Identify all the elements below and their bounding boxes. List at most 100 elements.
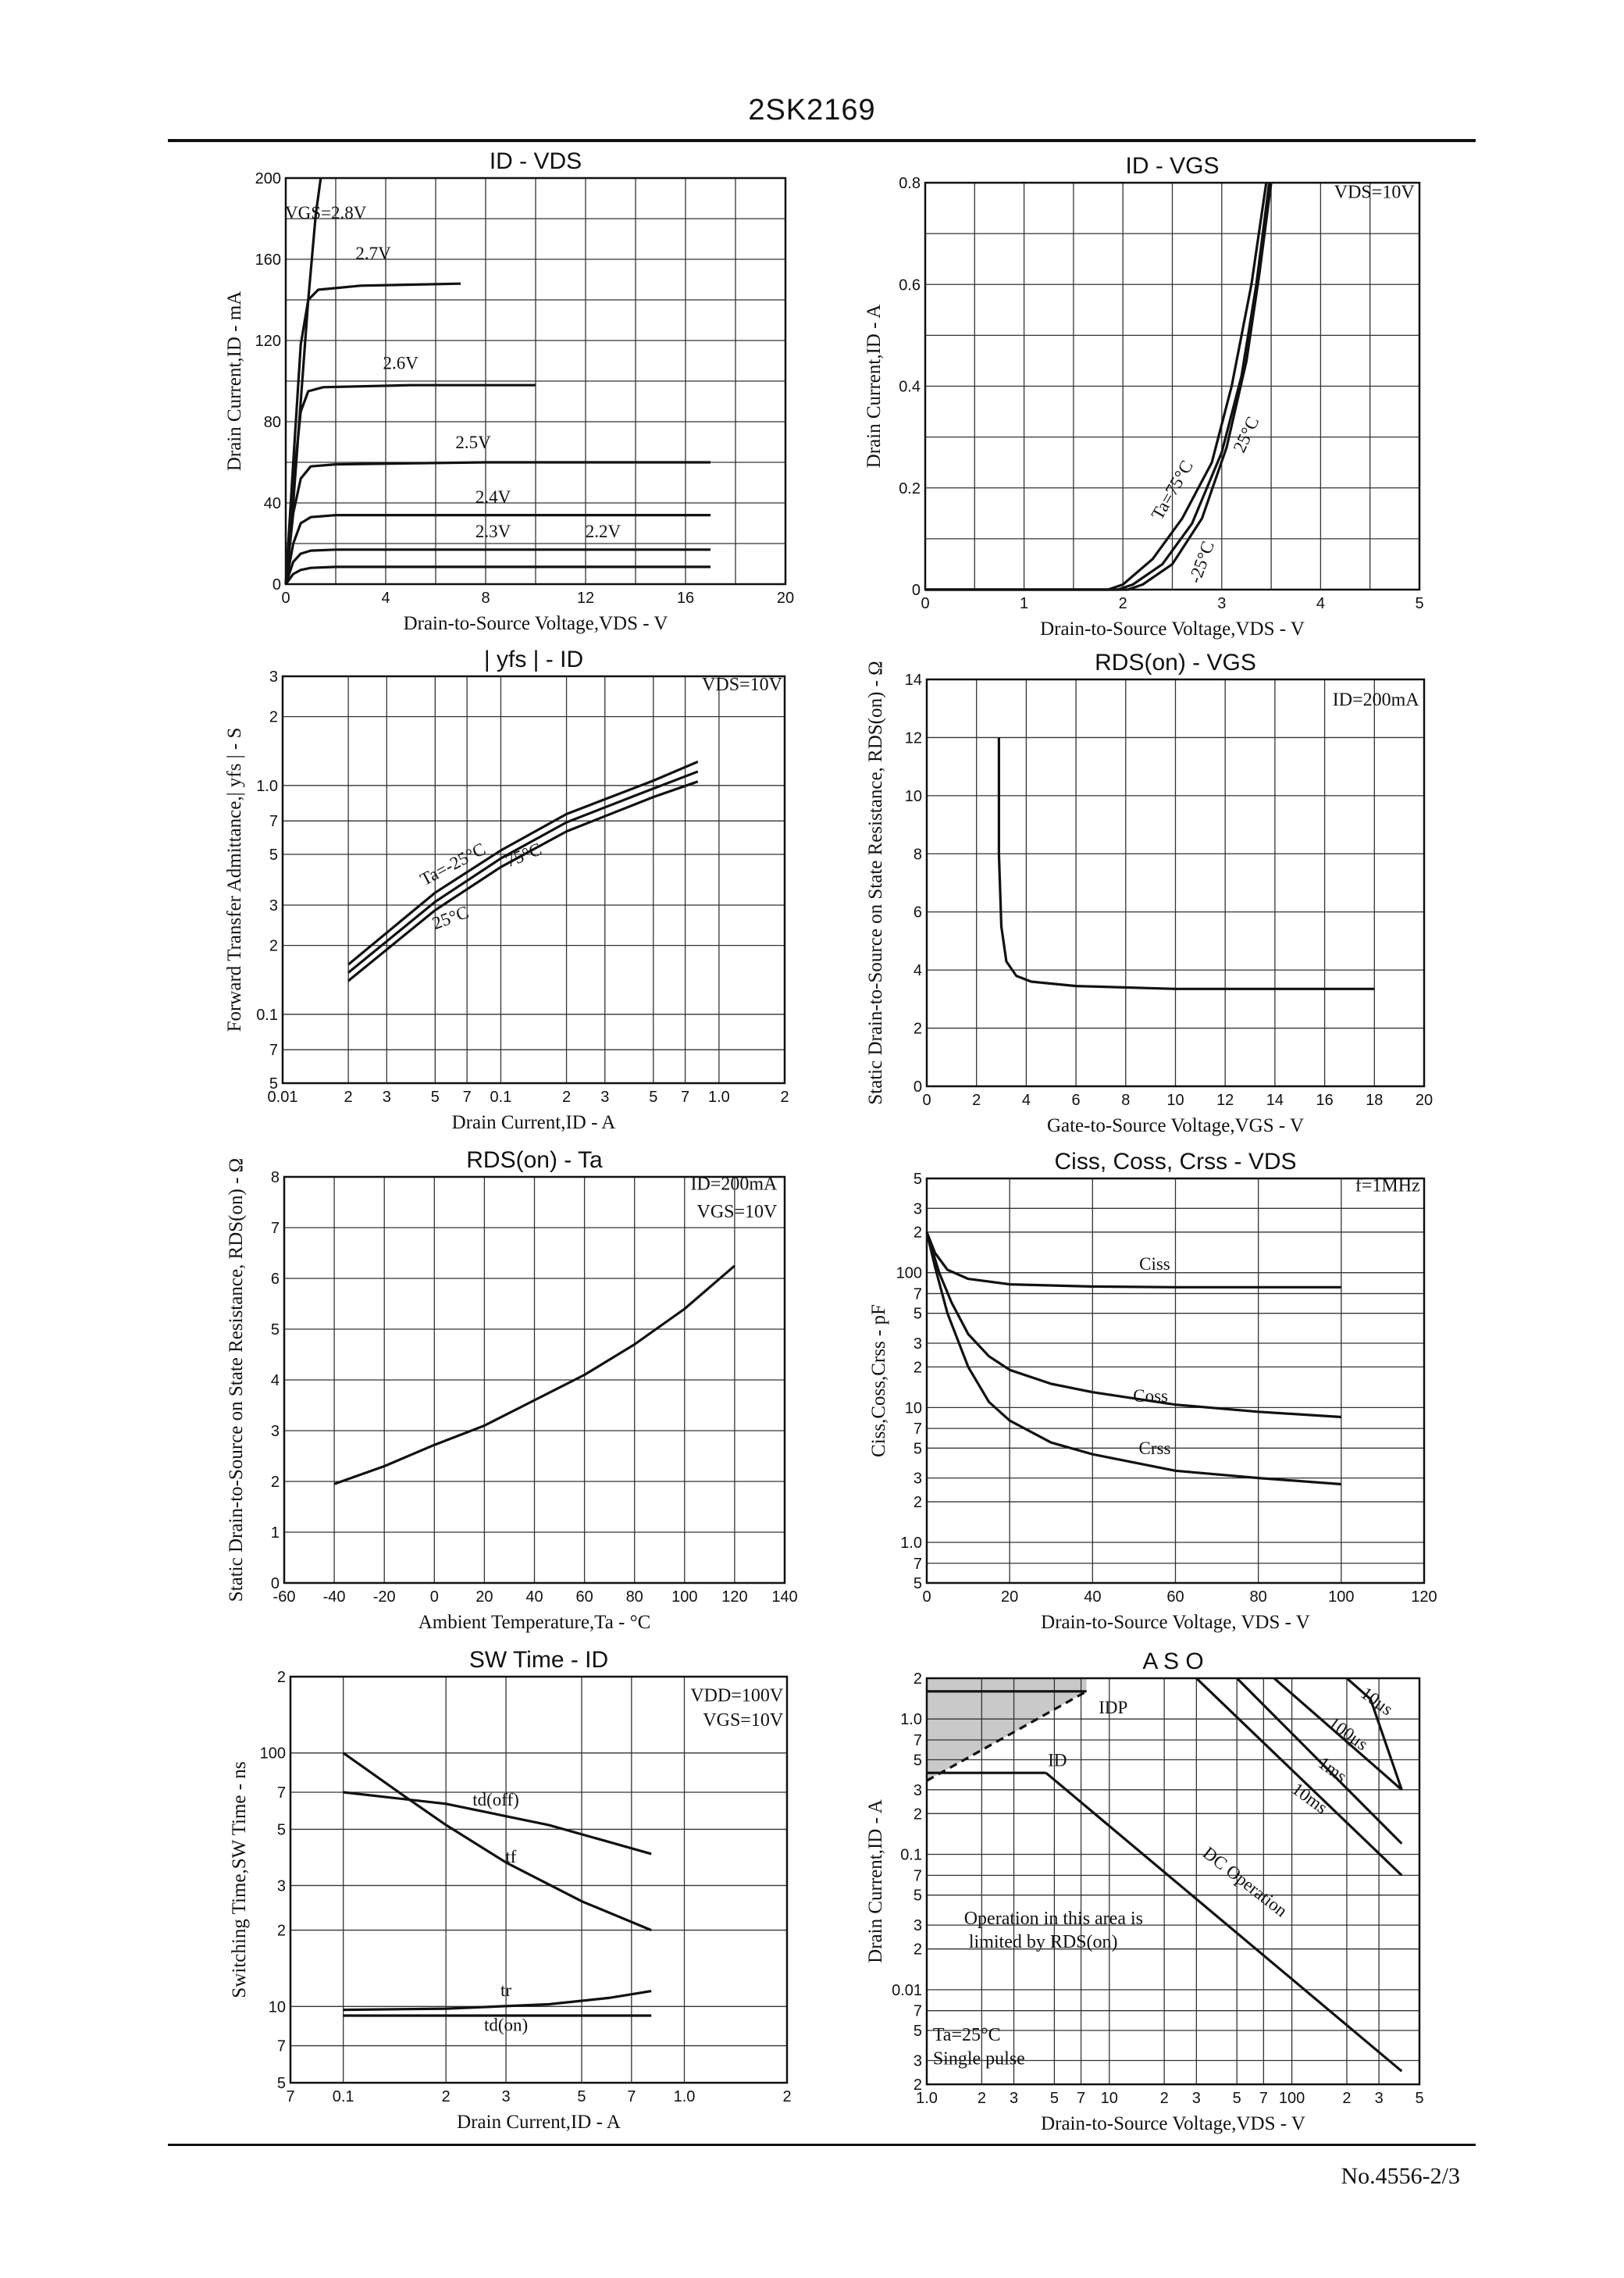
y-tick-label: 0.8 [899, 175, 921, 192]
x-tick-label: 100 [1279, 2090, 1305, 2107]
x-tick-label: -40 [323, 1588, 346, 1606]
series-label-2-6v: 2.6V [383, 353, 419, 373]
series-line-rds-on [997, 737, 1375, 990]
plot-frame [925, 1677, 1421, 2086]
x-tick-label: 120 [721, 1588, 747, 1606]
y-axis-label: Ciss,Coss,Crss - pF [868, 1304, 889, 1457]
condition-note: VDS=10V [1334, 183, 1416, 203]
y-tick-label: 3 [271, 1423, 280, 1440]
x-tick-label: 3 [1010, 2090, 1018, 2107]
series-line-dc-operation [1045, 1771, 1403, 2073]
y-tick-label: 5 [914, 1752, 922, 1769]
y-tick-label: 7 [271, 1220, 280, 1237]
x-tick-label: 20 [1001, 1588, 1018, 1606]
series-line-tr [343, 1990, 652, 2012]
x-tick-label: 40 [525, 1588, 543, 1606]
y-tick-label: 7 [914, 2003, 922, 2020]
chart-c2: 0 1 2 3 4 5 0 0.2 0.4 0.6 0.8 ID - VGS Drain-to-Sour… [864, 153, 1424, 640]
y-axis-label: Forward Transfer Admittance,| yfs | - S [224, 728, 245, 1032]
x-tick-label: 2 [972, 1092, 981, 1109]
series-label-1ms: 1ms [1315, 1753, 1351, 1787]
x-tick-label: 7 [627, 2088, 636, 2105]
y-tick-label: 2 [277, 1923, 286, 1940]
x-tick-label: 3 [383, 1089, 391, 1106]
series-label-coss: Coss [1133, 1386, 1168, 1406]
condition-note: ID=200mA [1333, 690, 1420, 710]
y-tick-label: 7 [277, 1784, 286, 1802]
x-tick-label: -60 [273, 1588, 296, 1606]
series-label-2-7v: 2.7V [355, 244, 391, 263]
y-tick-label: 5 [269, 1075, 278, 1093]
y-tick-label: 8 [271, 1169, 280, 1186]
y-tick-label: 0 [914, 1078, 922, 1096]
series-line-coss [925, 1232, 1341, 1419]
y-tick-label: 5 [914, 1306, 922, 1323]
x-axis-label: Drain Current,ID - A [452, 1112, 616, 1133]
x-tick-label: 5 [1233, 2090, 1241, 2107]
y-tick-label: 6 [914, 904, 922, 922]
x-tick-label: 5 [1050, 2090, 1059, 2107]
y-tick-label: 160 [255, 251, 281, 269]
y-tick-label: 3 [914, 1471, 922, 1488]
y-tick-label: 7 [277, 2038, 286, 2055]
chart-title: | yfs | - ID [484, 647, 583, 672]
y-tick-label: 5 [914, 2023, 922, 2040]
y-tick-label: 2 [914, 1806, 922, 1823]
x-tick-label: 0 [922, 1092, 931, 1109]
x-tick-label: 20 [475, 1588, 493, 1606]
series-line-2-6v [284, 383, 536, 585]
y-tick-label: 5 [914, 1171, 922, 1188]
x-tick-label: 20 [777, 590, 794, 607]
series-line-75-c [347, 770, 699, 974]
x-tick-label: 1.0 [708, 1089, 730, 1106]
y-tick-label: 2 [914, 1670, 922, 1688]
y-tick-label: 7 [914, 1421, 922, 1438]
condition-note: VGS=10V [696, 1202, 778, 1222]
chart-title: RDS(on) - VGS [1095, 650, 1256, 676]
x-tick-label: 60 [1166, 1588, 1184, 1606]
y-tick-label: 10 [269, 1998, 286, 2016]
chart-title: ID - VDS [490, 148, 582, 174]
y-tick-label: 5 [271, 1321, 280, 1339]
series-line-2-3v [284, 548, 710, 585]
y-tick-label: 5 [269, 847, 278, 864]
condition-note: VDD=100V [690, 1685, 784, 1706]
x-tick-label: 0.01 [268, 1089, 298, 1106]
y-tick-label: 3 [914, 1200, 922, 1217]
series-line-100-s [1273, 1677, 1403, 1791]
x-tick-label: 5 [1415, 2090, 1423, 2107]
x-tick-label: 6 [1072, 1092, 1081, 1109]
x-tick-label: 5 [577, 2088, 586, 2105]
x-tick-label: 2 [1342, 2090, 1351, 2107]
x-tick-label: 5 [431, 1089, 440, 1106]
x-tick-label: 1.0 [674, 2088, 696, 2105]
y-tick-label: 0.4 [899, 379, 921, 396]
x-tick-label: 3 [502, 2088, 511, 2105]
y-tick-label: 3 [914, 1335, 922, 1353]
y-tick-label: 14 [905, 672, 922, 689]
series-label-10ms: 10ms [1288, 1779, 1331, 1818]
y-tick-label: 3 [914, 1782, 922, 1799]
series-line-tf [342, 1752, 652, 1932]
series-label-id: ID [1048, 1750, 1067, 1770]
series-label-10-s: 10μs [1357, 1683, 1397, 1719]
y-tick-label: 7 [914, 1867, 922, 1884]
series-label-td-off: td(off) [472, 1790, 519, 1809]
x-tick-label: 2 [442, 2088, 451, 2105]
y-tick-label: 2 [269, 709, 278, 726]
series-line-1ms [1236, 1677, 1403, 1845]
x-axis-label: Drain-to-Source Voltage,VDS - V [404, 613, 668, 634]
x-axis-label: Drain-to-Source Voltage,VDS - V [1041, 2113, 1305, 2134]
y-tick-label: 2 [269, 938, 278, 955]
y-tick-label: 1 [271, 1524, 280, 1542]
series-line-25-c [925, 182, 1271, 591]
x-tick-label: 16 [1316, 1092, 1333, 1109]
y-axis-label: Drain Current,ID - A [865, 1799, 886, 1963]
footer-rule [168, 2144, 1476, 2146]
y-tick-label: 0 [272, 576, 281, 594]
x-axis-label: Drain Current,ID - A [457, 2112, 621, 2133]
y-tick-label: 1.0 [900, 1711, 922, 1728]
x-tick-label: 0 [281, 590, 290, 607]
x-tick-label: 8 [481, 590, 490, 607]
series-line-25-c [347, 780, 699, 982]
